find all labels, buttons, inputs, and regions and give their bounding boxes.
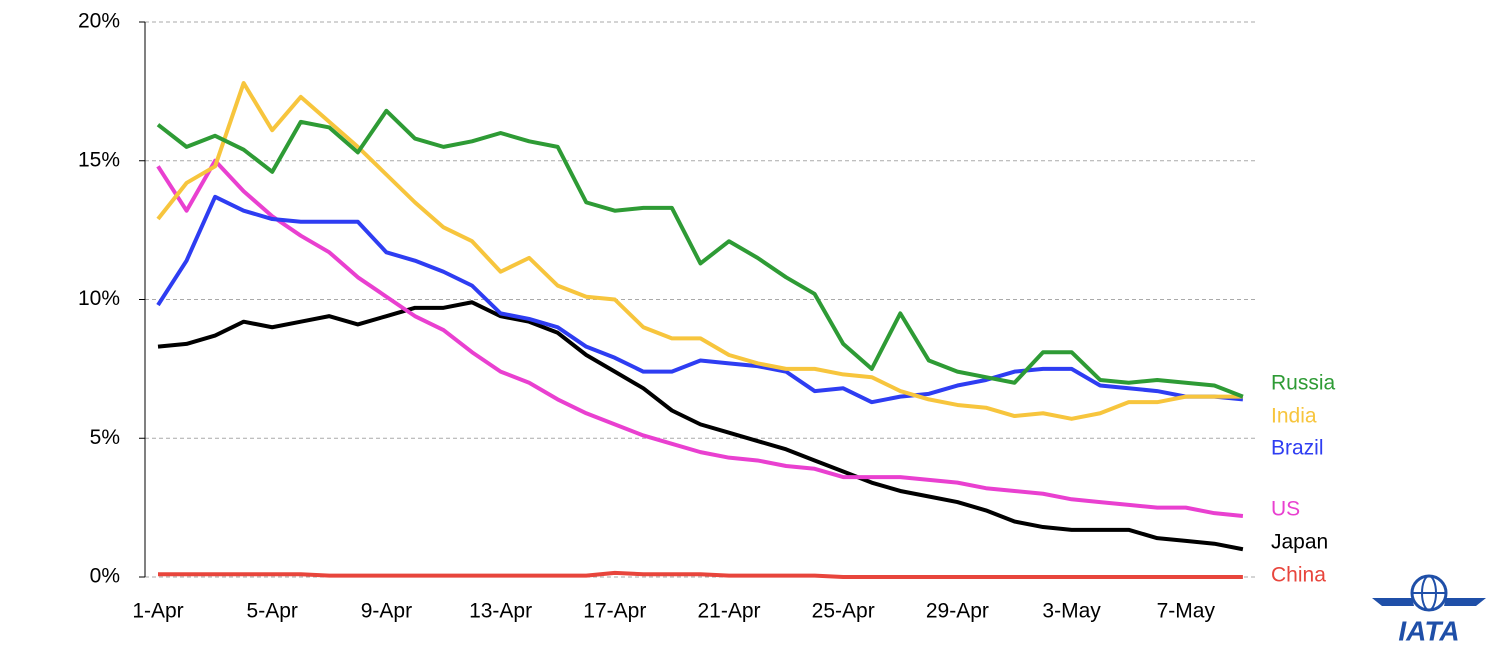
legend-label: US — [1271, 498, 1300, 521]
series-line — [156, 194, 1244, 405]
y-tick-label: 15% — [78, 148, 120, 171]
logo-text: IATA — [1398, 615, 1459, 646]
y-tick-label: 20% — [78, 10, 120, 33]
x-tick-label: 7-May — [1157, 600, 1216, 623]
legend-label: China — [1271, 564, 1326, 587]
x-tick-label: 17-Apr — [583, 600, 646, 623]
legend-label: India — [1271, 405, 1317, 428]
x-tick-label: 9-Apr — [361, 600, 412, 623]
series-line — [156, 158, 1244, 518]
iata-logo: IATA — [1372, 574, 1486, 646]
y-tick-label: 10% — [78, 287, 120, 310]
wings — [1372, 598, 1486, 606]
x-tick-label: 29-Apr — [926, 600, 989, 623]
series-line — [158, 570, 1243, 579]
legend-label: Japan — [1271, 531, 1328, 554]
y-tick-label: 5% — [90, 426, 120, 449]
x-tick-label: 25-Apr — [812, 600, 875, 623]
y-tick-label: 0% — [90, 565, 120, 588]
x-tick-label: 5-Apr — [247, 600, 298, 623]
legend-label: Brazil — [1271, 437, 1324, 460]
series-line — [156, 81, 1243, 421]
series-line — [156, 108, 1244, 399]
series-line — [157, 300, 1244, 552]
x-tick-label: 3-May — [1042, 600, 1101, 623]
x-tick-label: 1-Apr — [132, 600, 183, 623]
x-tick-label: 21-Apr — [697, 600, 760, 623]
legend-label: Russia — [1271, 372, 1336, 395]
x-tick-label: 13-Apr — [469, 600, 532, 623]
